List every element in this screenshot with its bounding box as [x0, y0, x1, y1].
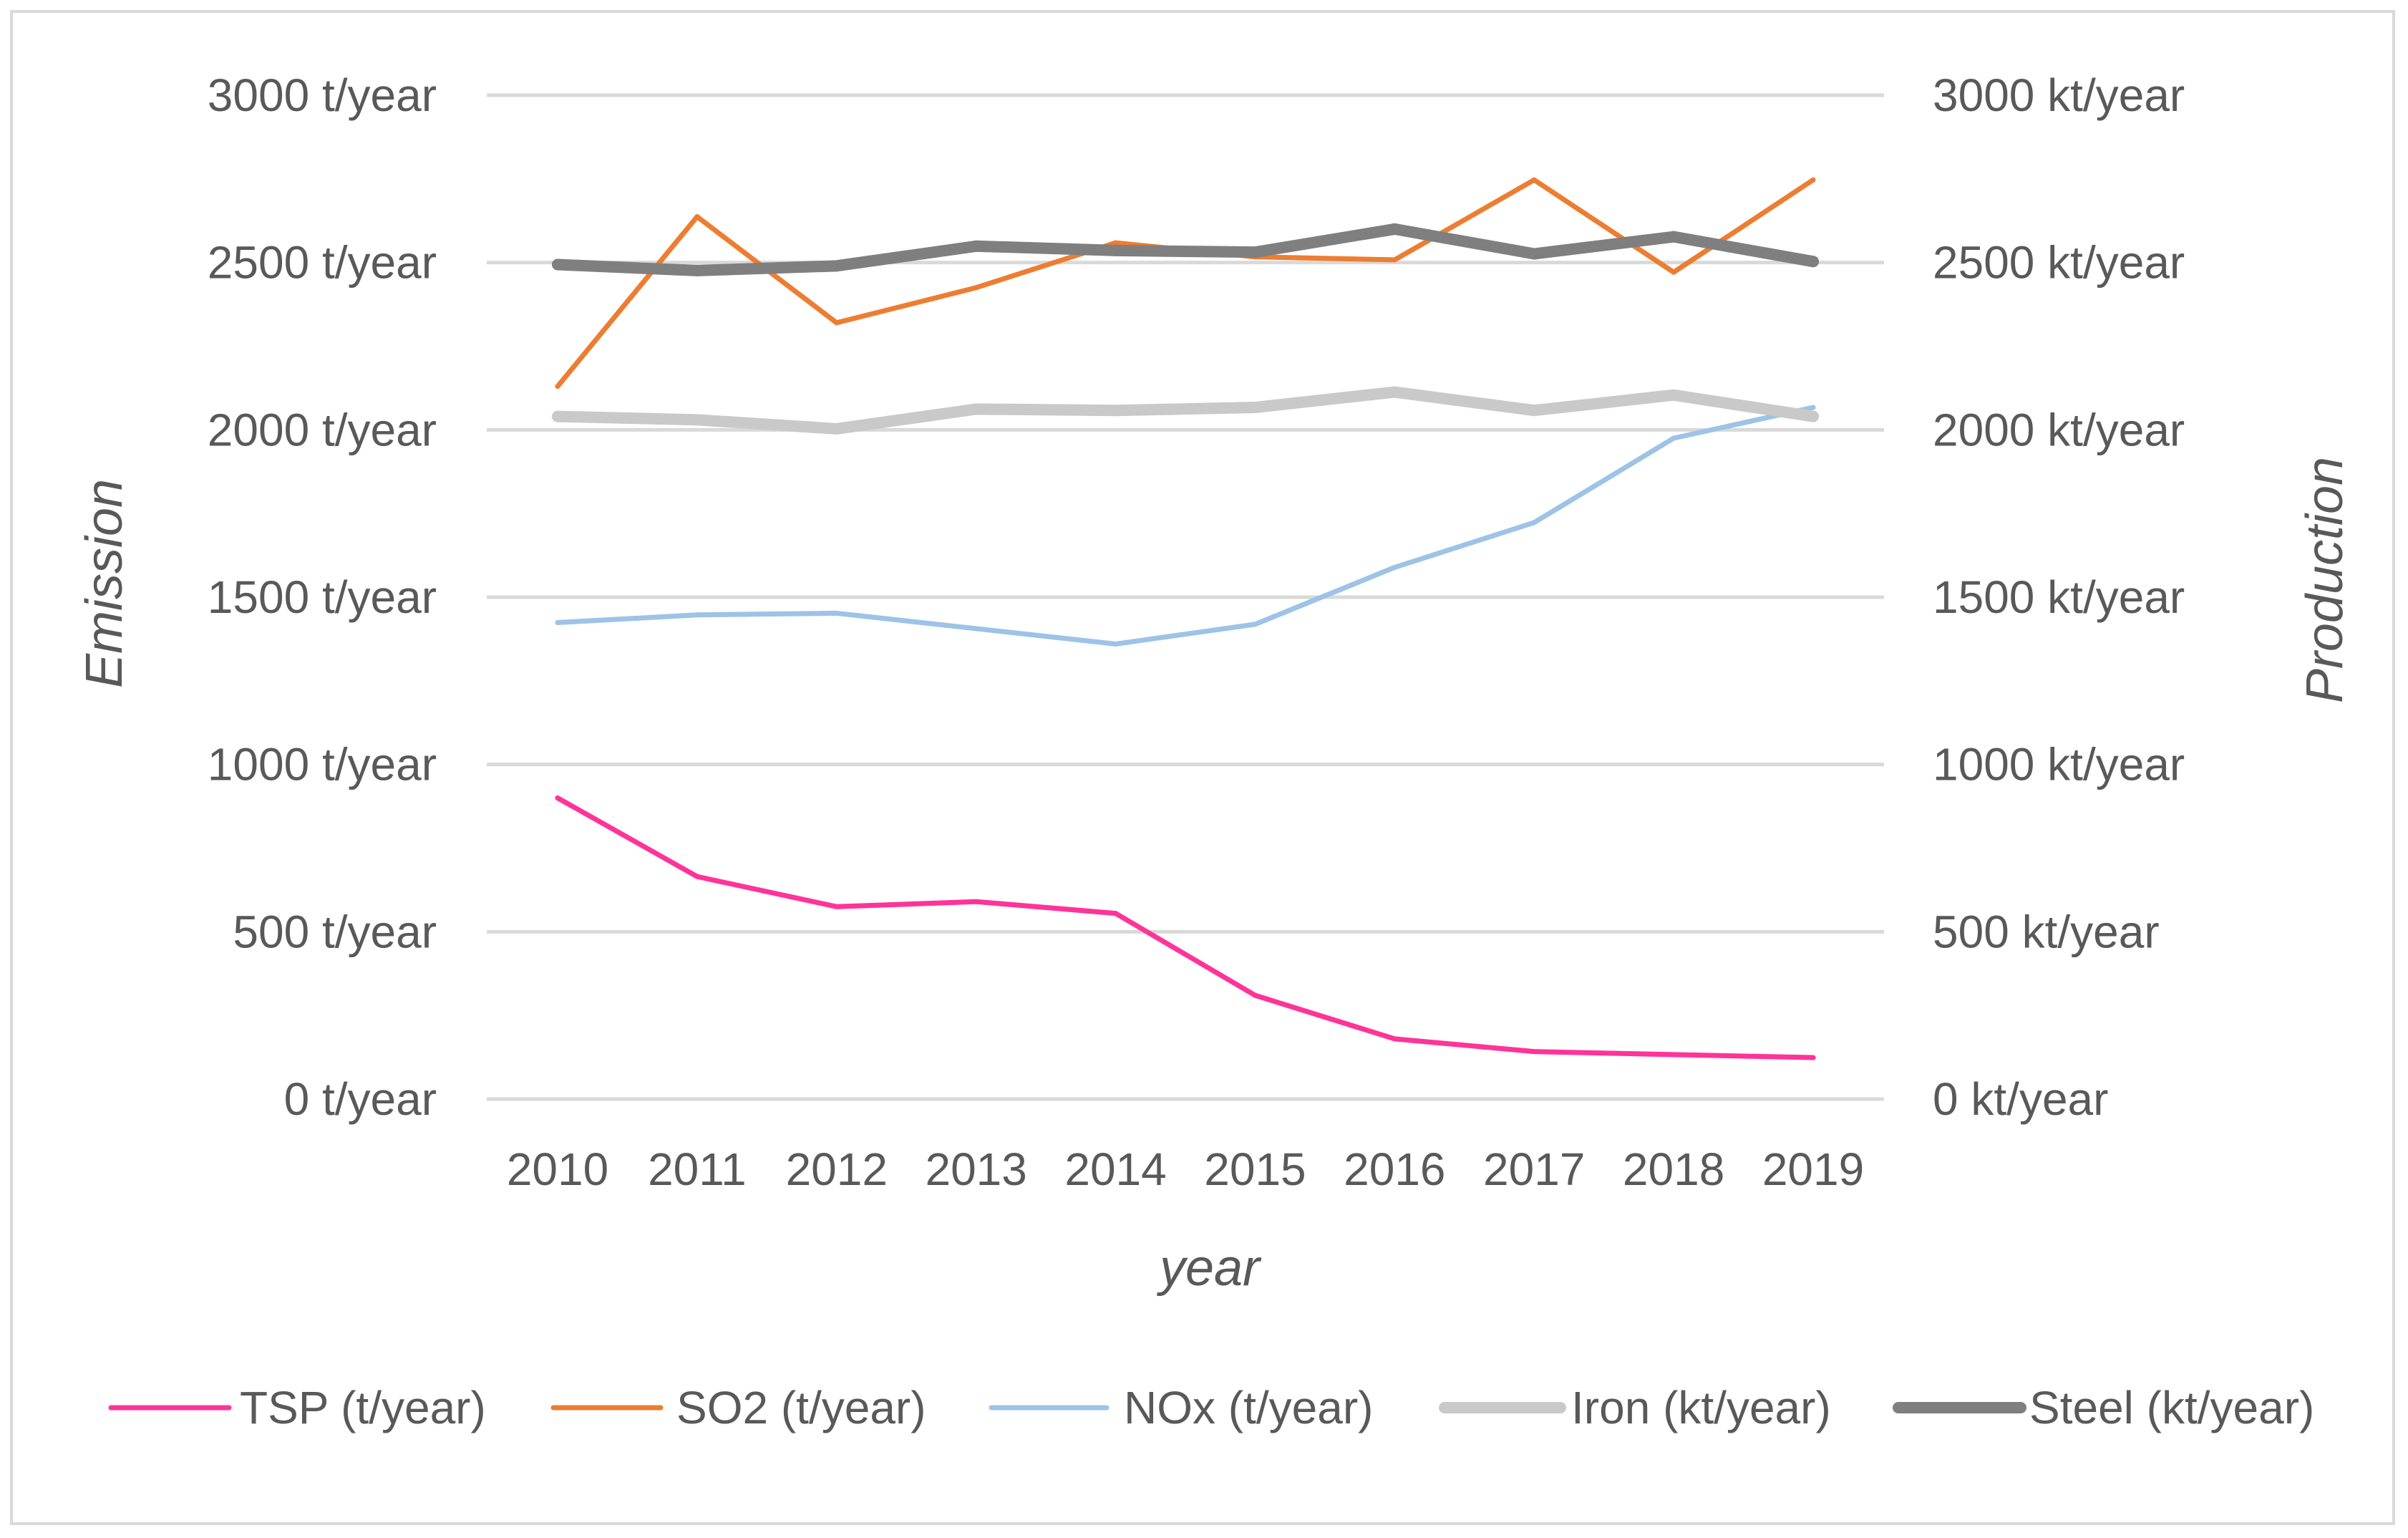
data-point: [1392, 257, 1397, 263]
y-tick-label: 3000 t/year: [208, 69, 437, 121]
x-axis-label: year: [1156, 1239, 1262, 1297]
y-tick-label: 1000 t/year: [208, 739, 437, 790]
data-point: [555, 620, 560, 626]
data-point: [970, 240, 982, 252]
data-point: [552, 258, 563, 271]
series-lines: [552, 177, 1819, 1060]
x-tick-label: 2016: [1344, 1143, 1445, 1195]
data-point: [1531, 520, 1537, 526]
data-point: [694, 874, 700, 879]
y2-tick-label: 2500 kt/year: [1933, 237, 2185, 289]
legend: TSP (t/year) SO2 (t/year) NOx (t/year) Iron…: [108, 1382, 2314, 1433]
data-point: [1810, 405, 1816, 410]
y-axis-right-ticks: 0 kt/year 500 kt/year 1000 kt/year 1500 kt/…: [1933, 69, 2185, 1125]
data-point: [1807, 410, 1819, 422]
legend-label: NOx (t/year): [1124, 1382, 1373, 1433]
data-point: [1392, 564, 1397, 570]
data-point: [1110, 405, 1122, 417]
data-point: [1807, 256, 1819, 268]
x-tick-label: 2010: [507, 1143, 608, 1195]
data-point: [1249, 402, 1261, 414]
y2-tick-label: 3000 kt/year: [1933, 69, 2185, 121]
x-axis-ticks: 2010 2011 2012 2013 2014 2015 2016 2017 2018 2019: [507, 1143, 1864, 1195]
data-point: [555, 384, 560, 390]
x-tick-label: 2018: [1623, 1143, 1724, 1195]
data-point: [1113, 911, 1119, 916]
series-line-tsp: [555, 795, 1816, 1060]
data-point: [974, 899, 979, 904]
data-point: [1528, 248, 1540, 260]
y-axis-left-ticks: 0 t/year 500 t/year 1000 t/year 1500 t/year…: [208, 69, 437, 1125]
y-tick-label: 0 t/year: [284, 1073, 437, 1125]
y2-tick-label: 1500 kt/year: [1933, 571, 2185, 623]
x-tick-label: 2017: [1483, 1143, 1585, 1195]
x-tick-label: 2011: [648, 1143, 747, 1195]
x-tick-label: 2012: [786, 1143, 888, 1195]
data-point: [974, 285, 979, 291]
y2-tick-label: 500 kt/year: [1933, 906, 2160, 957]
data-point: [830, 422, 843, 435]
y-tick-label: 2000 t/year: [208, 404, 437, 455]
data-point: [1249, 246, 1261, 258]
data-point: [1671, 269, 1676, 275]
data-point: [1389, 223, 1401, 235]
data-point: [834, 610, 840, 616]
data-point: [834, 904, 840, 909]
data-point: [1113, 240, 1119, 246]
data-point: [1810, 1055, 1816, 1060]
data-point: [555, 795, 560, 801]
data-point: [1389, 386, 1401, 398]
data-point: [1810, 177, 1816, 183]
data-point: [691, 414, 703, 426]
data-point: [691, 264, 703, 276]
data-point: [1392, 1036, 1397, 1042]
y2-tick-label: 0 kt/year: [1933, 1073, 2108, 1125]
legend-label: SO2 (t/year): [676, 1382, 926, 1433]
data-point: [830, 260, 843, 272]
data-point: [1531, 1049, 1537, 1055]
chart-frame: [10, 10, 2395, 1525]
x-tick-label: 2019: [1762, 1143, 1864, 1195]
x-tick-label: 2013: [925, 1143, 1026, 1195]
series-line-nox: [555, 405, 1816, 647]
data-point: [694, 214, 700, 220]
legend-label: Iron (kt/year): [1571, 1382, 1831, 1433]
data-point: [1252, 992, 1258, 998]
data-point: [834, 320, 840, 326]
data-point: [1528, 405, 1540, 417]
y-axis-right-label: Production: [2296, 457, 2354, 703]
data-point: [1668, 231, 1680, 243]
data-point: [970, 403, 982, 415]
legend-label: Steel (kt/year): [2029, 1382, 2314, 1433]
y2-tick-label: 2000 kt/year: [1933, 404, 2185, 455]
data-point: [1668, 389, 1680, 401]
series-line-so2: [555, 177, 1816, 390]
data-point: [1671, 1052, 1676, 1058]
data-point: [1671, 435, 1676, 441]
y-tick-label: 2500 t/year: [208, 237, 437, 289]
data-point: [1113, 641, 1119, 647]
data-point: [694, 612, 700, 618]
series-line-steel: [552, 223, 1819, 276]
y2-tick-label: 1000 kt/year: [1933, 739, 2185, 790]
y-tick-label: 1500 t/year: [208, 571, 437, 623]
legend-label: TSP (t/year): [240, 1382, 486, 1433]
data-point: [1252, 622, 1258, 627]
data-point: [552, 410, 563, 422]
x-tick-label: 2014: [1064, 1143, 1166, 1195]
gridlines: [487, 93, 1884, 1101]
x-tick-label: 2015: [1204, 1143, 1306, 1195]
data-point: [1531, 177, 1537, 183]
y-tick-label: 500 t/year: [233, 906, 437, 957]
series-line-iron: [552, 386, 1819, 435]
y-axis-left-label: Emission: [76, 479, 133, 688]
data-point: [974, 626, 979, 632]
data-point: [1110, 244, 1122, 256]
